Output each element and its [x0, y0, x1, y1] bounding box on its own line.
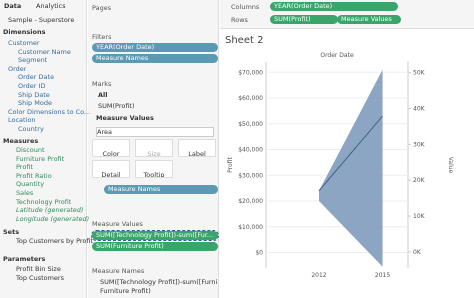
dimension-field[interactable]: Order [8, 64, 27, 73]
legend-title: Measure Names [92, 267, 145, 275]
y2-tick-label: 30K [413, 141, 426, 148]
mark-button[interactable]: Tooltip [135, 160, 173, 178]
dimension-field[interactable]: Order Date [18, 73, 55, 82]
dimension-field[interactable]: Location [8, 116, 36, 125]
set-field[interactable]: Top Customers by Profit [16, 237, 94, 245]
area [318, 69, 383, 267]
y2-tick-label: 50K [413, 70, 426, 77]
shelf-label: Columns [231, 3, 260, 11]
columns-pill[interactable]: YEAR(Order Date) [270, 2, 398, 11]
measure-field[interactable]: Furniture Profit [16, 154, 65, 163]
y2-tick-label: 40K [413, 106, 426, 113]
dimension-field[interactable]: Ship Mode [18, 99, 52, 108]
sheet-title: Sheet 2 [225, 35, 264, 46]
x-tick-label: 2015 [375, 272, 390, 279]
dimension-field[interactable]: Customer [8, 39, 40, 47]
y-tick-label: $20,000 [238, 198, 263, 205]
dimension-field[interactable]: Order ID [18, 82, 46, 90]
parameter-field[interactable]: Top Customers [16, 274, 64, 282]
measure-field[interactable]: Discount [16, 146, 45, 154]
y-axis-title: Profit [227, 157, 234, 173]
y2-tick-label: 0K [413, 249, 422, 256]
legend-item[interactable]: SUM([Technology Profit])-sum([Furniture … [100, 278, 217, 286]
data-pane [0, 0, 87, 298]
measure-field[interactable]: Profit [16, 163, 33, 172]
line [318, 115, 383, 192]
section-title: Parameters [3, 255, 46, 263]
measure-value-pill[interactable]: SUM([Technology Profit])-sum([Fur... [91, 230, 219, 241]
card-title: Marks [92, 80, 112, 88]
shelf-label: Rows [231, 16, 248, 24]
tab[interactable]: Analytics [36, 2, 66, 10]
mark-button[interactable]: Label [178, 139, 216, 157]
card-title: Pages [92, 4, 112, 12]
section-title: Dimensions [3, 28, 46, 36]
mark-button[interactable]: Size [135, 139, 173, 157]
marks-measure-values[interactable]: Measure Values [96, 114, 154, 122]
dimension-field[interactable]: Customer Name [18, 47, 71, 56]
section-title: Sets [3, 228, 20, 236]
measure-field[interactable]: Technology Profit [16, 197, 72, 206]
x-tick-label: 2012 [311, 272, 326, 279]
marks-all[interactable]: All [98, 91, 108, 99]
section-title: Measures [3, 137, 39, 145]
measure-field[interactable]: Latitude (generated) [16, 206, 84, 215]
measure-field[interactable]: Sales [16, 189, 34, 197]
measure-field[interactable]: Longitude (generated) [16, 214, 90, 223]
measure-field[interactable]: Profit Ratio [16, 171, 52, 180]
measure-field[interactable]: Quantity [16, 180, 45, 189]
legend-item: Furniture Profit) [100, 287, 151, 295]
dimension-field[interactable]: Segment [18, 56, 48, 65]
dimension-field[interactable]: Color Dimensions to Co... [8, 107, 91, 116]
y-tick-label: $10,000 [238, 224, 263, 231]
y-tick-label: $50,000 [238, 121, 263, 128]
y-tick-label: $30,000 [238, 172, 263, 179]
measure-value-pill[interactable]: SUM(Furniture Profit) [92, 242, 218, 251]
dimension-field[interactable]: Ship Date [18, 90, 50, 99]
rows-pill[interactable]: Measure Values [337, 15, 401, 24]
card-title: Filters [92, 33, 112, 41]
mark-button[interactable]: Detail [92, 160, 130, 178]
mark-button[interactable]: Color [92, 139, 130, 157]
y-tick-label: $70,000 [238, 69, 263, 76]
y-tick-label: $0 [255, 250, 263, 257]
y2-tick-label: 10K [413, 213, 426, 220]
card-title: Measure Values [92, 220, 143, 228]
filter-pill[interactable]: Measure Names [92, 54, 218, 63]
y2-axis-title: Value [447, 157, 454, 174]
marks-pill[interactable]: Measure Names [104, 185, 218, 194]
filter-pill[interactable]: YEAR(Order Date) [92, 43, 218, 52]
data-source[interactable]: Sample - Superstore [8, 16, 75, 24]
column-header: Order Date [320, 52, 354, 59]
parameter-field[interactable]: Profit Bin Size [16, 265, 61, 273]
rows-pill[interactable]: SUM(Profit) [270, 15, 338, 24]
mark-type[interactable]: Area [96, 127, 214, 137]
marks-profit[interactable]: SUM(Profit) [98, 102, 135, 110]
tab[interactable]: Data [4, 2, 22, 10]
y2-tick-label: 20K [413, 177, 426, 184]
y-tick-label: $60,000 [238, 95, 263, 102]
dimension-field[interactable]: Country [18, 125, 44, 133]
y-tick-label: $40,000 [238, 147, 263, 154]
